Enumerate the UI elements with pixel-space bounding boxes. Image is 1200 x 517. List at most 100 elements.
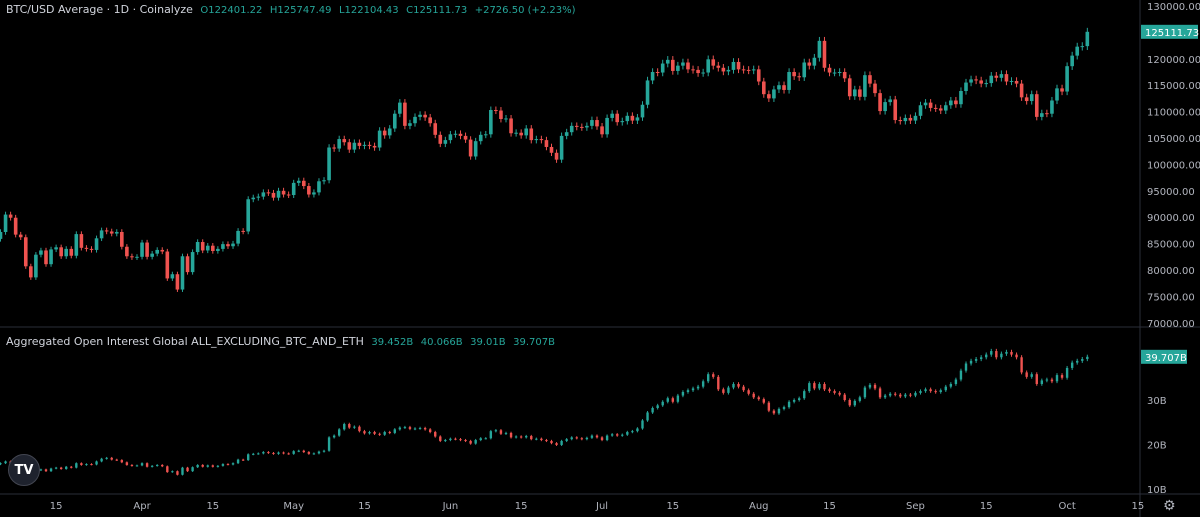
- candle: [964, 78, 968, 95]
- candle-body: [1045, 379, 1049, 381]
- candle-body: [782, 85, 786, 90]
- candle-body: [408, 123, 412, 126]
- symbol-title[interactable]: BTC/USD Average · 1D · Coinalyze: [6, 3, 193, 16]
- candle-body: [828, 389, 831, 392]
- candle: [1030, 372, 1033, 379]
- candle: [1015, 352, 1018, 360]
- candle-body: [1030, 374, 1033, 377]
- candle: [1035, 372, 1038, 386]
- candle-body: [322, 180, 326, 182]
- candle: [640, 101, 645, 121]
- candle: [736, 58, 741, 74]
- candle: [665, 56, 670, 68]
- candle: [1005, 349, 1008, 356]
- candle-body: [1005, 351, 1008, 354]
- candle: [1070, 360, 1074, 370]
- candle-body: [302, 180, 306, 187]
- change-value: +2726.50 (+2.23%): [474, 5, 576, 16]
- candle-body: [382, 130, 387, 136]
- candle-body: [180, 256, 185, 290]
- candle: [959, 87, 963, 108]
- candle: [949, 382, 953, 389]
- candle: [1060, 84, 1064, 96]
- candle: [413, 113, 417, 127]
- candle-body: [246, 199, 250, 232]
- candle-body: [1081, 359, 1084, 361]
- candle-body: [665, 59, 670, 64]
- candle-body: [908, 117, 913, 121]
- candle: [185, 253, 190, 275]
- candle-body: [49, 249, 53, 265]
- candle: [59, 466, 63, 470]
- candle: [873, 383, 877, 391]
- candle-body: [418, 114, 422, 117]
- candle: [721, 64, 726, 76]
- price-tick-label: 120000.00: [1147, 55, 1200, 66]
- candle-body: [519, 132, 523, 136]
- candle-body: [13, 217, 18, 235]
- candle-body: [757, 397, 760, 400]
- candle-body: [464, 440, 467, 442]
- candle: [221, 241, 225, 252]
- candle: [327, 436, 331, 452]
- candle-body: [650, 72, 655, 81]
- tradingview-logo-icon[interactable]: TV: [8, 454, 40, 486]
- candle-body: [302, 450, 305, 453]
- candle-body: [1020, 357, 1023, 373]
- candle-body: [964, 82, 968, 92]
- candle-body: [696, 386, 700, 389]
- price-tick-label: 80000.00: [1147, 266, 1195, 277]
- candle: [600, 436, 604, 442]
- candle-body: [1004, 74, 1009, 82]
- candle-body: [660, 63, 665, 73]
- time-tick-label: Sep: [906, 501, 925, 512]
- candle: [898, 116, 903, 125]
- candle-body: [731, 61, 736, 70]
- indicator-title[interactable]: Aggregated Open Interest Global ALL_EXCL…: [6, 335, 364, 348]
- candle-body: [226, 244, 230, 247]
- candle: [873, 79, 877, 97]
- candle-body: [54, 467, 58, 469]
- candle: [514, 129, 518, 137]
- candle-body: [610, 113, 614, 118]
- candle: [564, 128, 569, 140]
- candle-body: [564, 132, 569, 136]
- time-tick-label: 15: [666, 501, 679, 512]
- candle-body: [216, 465, 220, 467]
- candle-body: [150, 465, 154, 467]
- candle: [893, 95, 898, 124]
- time-tick-label: 15: [515, 501, 528, 512]
- gear-icon[interactable]: ⚙: [1163, 498, 1176, 514]
- candle: [291, 179, 296, 199]
- candle: [166, 465, 169, 473]
- candle: [524, 125, 529, 139]
- candle: [49, 467, 53, 472]
- price-tick-label: 85000.00: [1147, 240, 1195, 251]
- candle: [130, 464, 134, 467]
- candle: [979, 76, 983, 88]
- candle-body: [120, 231, 124, 247]
- candle-body: [863, 75, 867, 97]
- candle-body: [1019, 83, 1024, 98]
- time-axis[interactable]: 15 Apr 15 May 15 Jun 15 Jul 15 Aug 15 Sep 15 Oct 15: [50, 501, 1145, 512]
- candle: [621, 433, 624, 437]
- candle-body: [938, 108, 943, 111]
- candle: [590, 116, 594, 130]
- candle-body: [186, 467, 189, 472]
- price-axis[interactable]: 130000.00 120000.00 115000.00 110000.00 1050…: [1147, 2, 1200, 330]
- candle: [171, 470, 174, 473]
- candle-body: [964, 363, 968, 371]
- candle: [883, 98, 887, 115]
- candle-body: [802, 62, 807, 78]
- candle-body: [792, 400, 796, 402]
- candle: [888, 95, 892, 106]
- candle-body: [873, 83, 877, 94]
- candle: [741, 65, 746, 74]
- candle-body: [1055, 88, 1059, 101]
- oi-axis[interactable]: 30B 20B 10B: [1147, 396, 1167, 496]
- candle-body: [342, 139, 347, 143]
- candle-body: [918, 105, 923, 116]
- time-tick-label: Aug: [749, 501, 769, 512]
- candle-body: [196, 464, 199, 468]
